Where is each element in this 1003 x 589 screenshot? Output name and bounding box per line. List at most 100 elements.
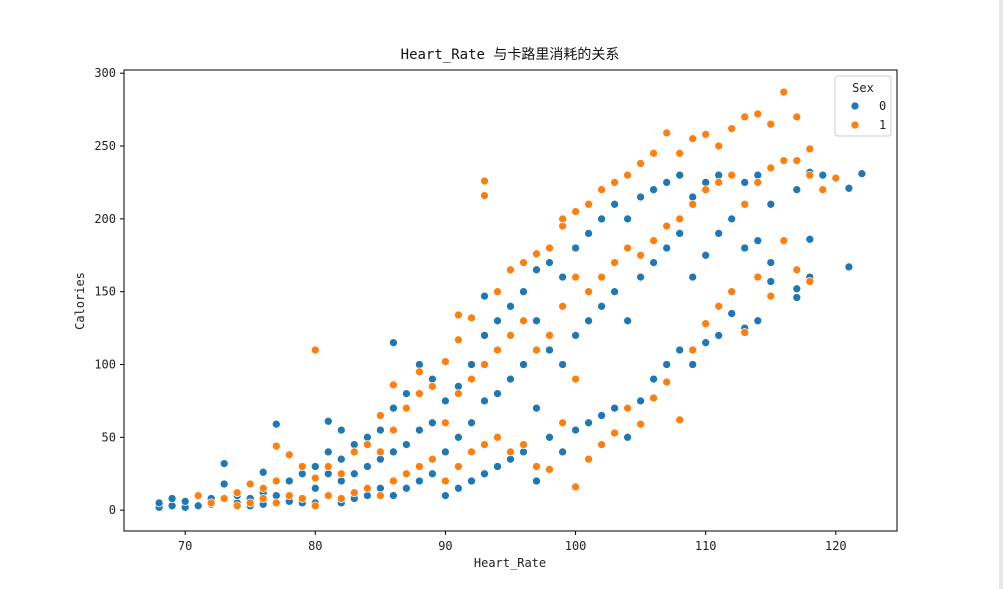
data-point-sex-1 [649,393,658,403]
data-point-sex-1 [454,310,463,320]
data-point-sex-1 [480,191,489,200]
data-point-sex-1 [336,494,346,503]
data-point-sex-1 [454,389,463,398]
data-point-sex-1 [753,178,763,187]
data-point-sex-0 [441,447,450,457]
y-tick-label: 50 [102,430,116,444]
legend-marker-0 [850,101,860,111]
data-point-sex-0 [584,316,593,326]
data-point-sex-0 [454,382,463,391]
data-point-sex-0 [610,287,619,297]
data-point-sex-0 [623,432,632,442]
data-point-sex-1 [584,287,593,297]
data-point-sex-0 [766,199,776,209]
data-point-sex-1 [532,345,541,355]
data-point-sex-1 [519,258,528,267]
data-point-sex-1 [831,173,841,183]
data-point-sex-1 [219,494,229,503]
y-axis-ticks: 0 50 100 150 200 250 300 [94,66,124,517]
data-point-sex-1 [688,199,698,209]
data-point-sex-0 [336,476,346,486]
data-point-sex-0 [467,418,476,428]
data-point-sex-0 [376,425,385,435]
data-point-sex-0 [597,214,606,224]
data-point-sex-0 [714,331,724,340]
data-point-sex-0 [454,432,463,442]
data-point-sex-1 [675,415,685,425]
data-point-sex-0 [532,476,541,486]
data-point-sex-1 [558,214,567,224]
data-point-sex-0 [467,360,476,369]
data-point-sex-1 [376,491,385,500]
data-point-sex-0 [271,491,281,500]
legend-box [834,75,892,137]
data-point-sex-0 [415,476,424,486]
data-point-sex-0 [297,469,307,479]
data-point-sex-0 [167,501,177,511]
data-point-sex-0 [688,192,698,202]
data-point-sex-1 [402,469,411,479]
data-point-sex-1 [232,501,242,511]
data-point-sex-1 [740,199,750,209]
data-point-sex-1 [258,483,268,493]
data-point-sex-1 [493,287,502,297]
data-point-sex-1 [584,454,593,464]
data-point-sex-0 [792,293,802,302]
data-point-sex-1 [506,265,515,275]
data-point-sex-1 [532,462,541,471]
data-point-sex-1 [493,345,502,355]
data-point-sex-0 [844,183,854,193]
data-point-sex-0 [389,338,398,348]
data-point-sex-1 [389,425,398,435]
data-point-sex-0 [610,199,619,209]
data-point-sex-1 [271,441,281,451]
data-point-sex-0 [701,250,711,260]
data-point-sex-1 [610,178,619,187]
data-point-sex-1 [584,199,593,209]
data-point-sex-0 [571,425,580,435]
data-point-sex-1 [610,258,619,267]
data-point-sex-1 [323,462,333,471]
data-point-sex-0 [649,185,658,195]
data-point-sex-1 [258,494,268,503]
data-point-sex-0 [480,291,489,301]
data-point-sex-0 [623,316,632,326]
data-point-sex-0 [363,491,372,500]
data-point-sex-0 [662,360,672,369]
data-point-sex-1 [310,345,320,355]
data-point-sex-1 [766,291,776,301]
y-tick-label: 100 [94,358,116,372]
data-point-sex-1 [558,418,567,428]
legend-label-1: 1 [879,118,886,132]
data-point-sex-0 [662,178,672,187]
data-point-sex-0 [740,178,750,187]
data-point-sex-1 [467,374,476,384]
legend: Sex 0 1 [834,75,892,137]
data-point-sex-1 [571,207,580,216]
data-point-sex-1 [297,462,307,471]
legend-label-0: 0 [879,99,886,113]
data-point-sex-1 [727,287,737,297]
y-tick-label: 300 [94,66,116,80]
data-point-sex-0 [623,214,632,224]
data-point-sex-1 [701,130,711,139]
data-point-sex-0 [219,459,229,468]
data-point-sex-1 [519,316,528,326]
data-point-sex-0 [558,447,567,457]
page-edge [999,0,1003,589]
data-point-sex-0 [415,425,424,435]
data-point-sex-1 [571,482,580,492]
data-point-sex-0 [844,262,854,272]
data-point-sex-0 [636,396,645,406]
data-point-sex-0 [519,360,528,369]
data-point-sex-1 [454,462,463,471]
data-point-sex-1 [284,450,294,460]
data-point-sex-1 [662,221,672,231]
data-point-sex-1 [441,418,450,428]
data-point-sex-1 [336,469,346,479]
data-point-sex-1 [675,214,685,224]
data-point-sex-1 [818,185,828,195]
data-point-sex-1 [428,454,437,464]
data-point-sex-1 [571,272,580,282]
